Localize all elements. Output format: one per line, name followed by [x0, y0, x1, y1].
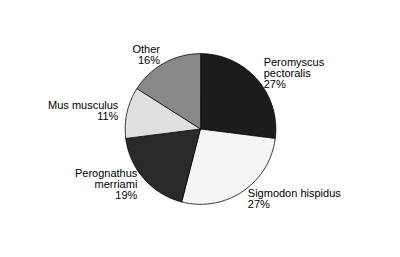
svg-text:Perognathusmerriami19%: Perognathusmerriami19%	[75, 167, 138, 201]
svg-text:Mus musculus11%: Mus musculus11%	[48, 99, 119, 122]
svg-text:Sigmodon hispidus27%: Sigmodon hispidus27%	[248, 187, 341, 210]
svg-text:Peromyscuspectoralis27%: Peromyscuspectoralis27%	[264, 56, 325, 90]
svg-text:Other16%: Other16%	[132, 43, 160, 66]
